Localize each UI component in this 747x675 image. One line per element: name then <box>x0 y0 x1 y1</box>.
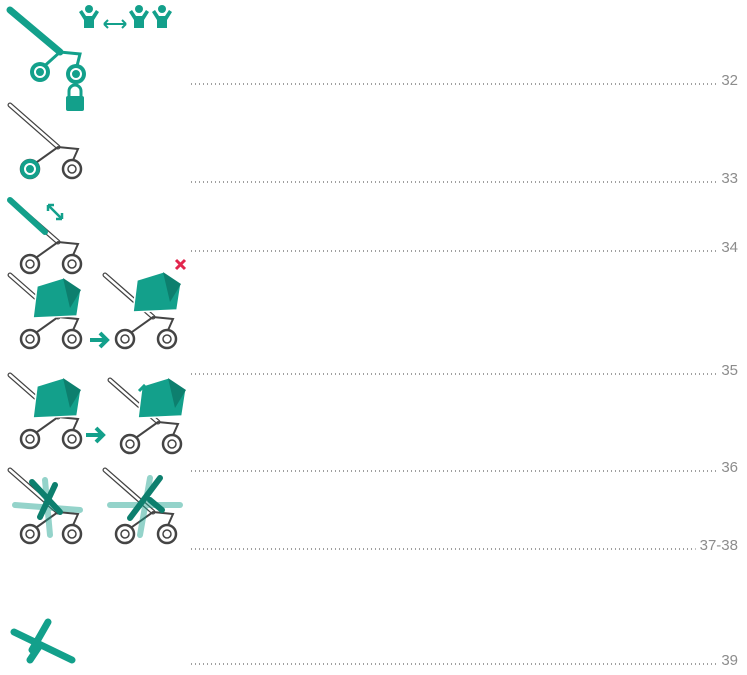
page-number: 37-38 <box>700 537 738 554</box>
icons <box>6 5 187 664</box>
page-number: 32 <box>721 72 738 89</box>
toc-entries: 32 33 34 35 36 37-38 39 <box>191 72 738 669</box>
page-number: 35 <box>721 362 738 379</box>
page-number: 33 <box>721 170 738 187</box>
page-number: 34 <box>721 239 738 256</box>
page-number: 39 <box>721 652 738 669</box>
page-number: 36 <box>721 459 738 476</box>
